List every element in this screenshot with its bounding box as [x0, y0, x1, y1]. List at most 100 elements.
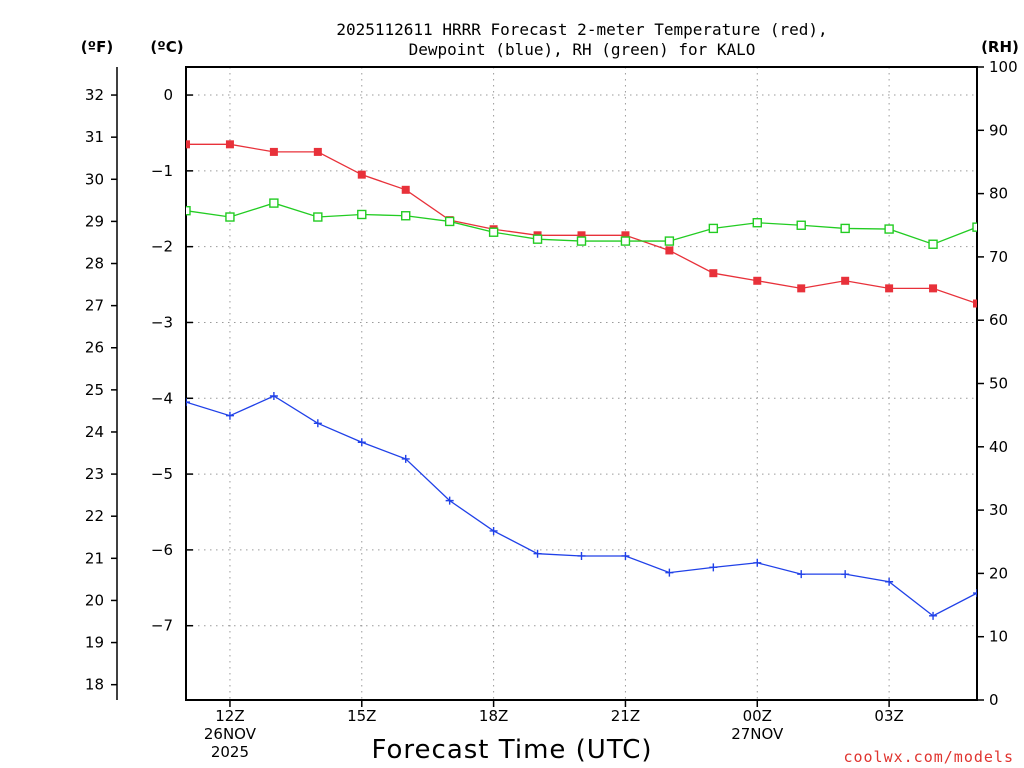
- dewpoint-line: [186, 395, 977, 617]
- rh-point: [532, 234, 543, 244]
- chart-title-line-2: Dewpoint (blue), RH (green) for KALO: [409, 40, 756, 59]
- temperature-point: [709, 269, 718, 278]
- temperature-point: [313, 147, 322, 156]
- rh-point: [269, 198, 279, 208]
- fahrenheit-tick-label: 24: [85, 423, 104, 441]
- rh-unit-label: (RH): [981, 38, 1019, 56]
- x-tick-label: 00Z: [743, 707, 772, 725]
- rh-point: [620, 236, 631, 246]
- rh-point: [972, 222, 977, 232]
- celsius-tick-label: −7: [151, 617, 173, 635]
- rh-point: [401, 211, 411, 221]
- chart-title-line-1: 2025112611 HRRR Forecast 2-meter Tempera…: [336, 20, 827, 39]
- x-tick-label: 15Z: [347, 707, 376, 725]
- temperature-point: [186, 140, 190, 149]
- fahrenheit-tick-label: 26: [85, 339, 104, 357]
- dewpoint-point: [269, 392, 278, 401]
- celsius-tick-label: −6: [151, 541, 173, 559]
- rh-tick-label: 10: [989, 628, 1008, 646]
- dewpoint-point: [709, 563, 718, 572]
- temperature-line: [186, 143, 977, 305]
- fahrenheit-tick-label: 31: [85, 128, 104, 146]
- rh-point: [752, 218, 762, 228]
- series-clip-group: [186, 140, 977, 620]
- dewpoint-point: [841, 570, 850, 579]
- fahrenheit-tick-label: 30: [85, 170, 104, 188]
- dewpoint-point: [929, 611, 938, 620]
- fahrenheit-tick-label: 22: [85, 507, 104, 525]
- dewpoint-point: [313, 419, 322, 428]
- fahrenheit-tick-label: 32: [85, 86, 104, 104]
- rh-point: [664, 236, 675, 246]
- temperature-point: [621, 231, 630, 240]
- grid-lines: [186, 67, 977, 700]
- fahrenheit-tick-label: 28: [85, 255, 104, 273]
- fahrenheit-unit-label: (ºF): [81, 38, 113, 56]
- dewpoint-point: [533, 549, 542, 558]
- temperature-point: [797, 284, 806, 293]
- rh-tick-label: 40: [989, 438, 1008, 456]
- dewpoint-point: [753, 558, 762, 567]
- dewpoint-point: [797, 570, 806, 579]
- rh-point: [576, 236, 587, 246]
- celsius-tick-label: −3: [151, 313, 173, 331]
- plot-frame: [185, 66, 978, 701]
- dewpoint-point: [489, 526, 498, 535]
- fahrenheit-tick-label: 23: [85, 465, 104, 483]
- axes: 0 −1 −2 −3 −4 −5 −6 −7 18 19 20 21 22 23 24 25 26 27 28 29 3…: [85, 58, 1018, 761]
- rh-point: [796, 220, 806, 230]
- temperature-point: [885, 284, 894, 293]
- rh-point: [488, 227, 499, 237]
- dewpoint-point: [665, 568, 674, 577]
- rh-point: [928, 239, 938, 249]
- rh-point: [444, 216, 455, 227]
- dewpoint-point: [186, 398, 190, 407]
- fahrenheit-tick-label: 18: [85, 676, 104, 694]
- dewpoint-point: [401, 454, 410, 463]
- credit-link[interactable]: coolwx.com/models: [843, 748, 1014, 766]
- rh-point: [225, 212, 235, 222]
- x-axis-title: Forecast Time (UTC): [371, 735, 652, 765]
- x-tick-label: 18Z: [479, 707, 508, 725]
- data-series: [186, 140, 977, 620]
- celsius-unit-label: (ºC): [150, 38, 183, 56]
- rh-tick-label: 100: [989, 58, 1018, 76]
- dewpoint-point: [225, 411, 234, 420]
- rh-tick-label: 0: [989, 691, 999, 709]
- temperature-point: [401, 185, 410, 194]
- rh-tick-label: 60: [989, 311, 1008, 329]
- rh-point: [840, 223, 850, 234]
- fahrenheit-tick-label: 21: [85, 549, 104, 567]
- fahrenheit-tick-label: 25: [85, 381, 104, 399]
- rh-point: [884, 224, 894, 234]
- x-tick-label: 2025: [211, 743, 249, 761]
- temperature-point: [841, 276, 850, 285]
- celsius-tick-label: −4: [151, 389, 173, 407]
- rh-tick-label: 70: [989, 248, 1008, 266]
- temperature-point: [577, 231, 586, 240]
- dewpoint-point: [973, 589, 977, 598]
- rh-tick-label: 90: [989, 121, 1008, 139]
- dewpoint-point: [621, 551, 630, 560]
- x-tick-label: 03Z: [874, 707, 903, 725]
- temperature-point: [973, 299, 977, 308]
- temperature-point: [269, 147, 278, 156]
- dewpoint-point: [577, 551, 586, 560]
- rh-tick-label: 50: [989, 375, 1008, 393]
- rh-point: [186, 205, 191, 216]
- dewpoint-point: [445, 496, 454, 505]
- temperature-point: [753, 276, 762, 285]
- celsius-tick-label: 0: [163, 86, 173, 104]
- x-tick-label: 21Z: [611, 707, 640, 725]
- fahrenheit-tick-label: 29: [85, 212, 104, 230]
- rh-tick-label: 20: [989, 564, 1008, 582]
- temperature-point: [929, 284, 938, 293]
- celsius-tick-label: −2: [151, 238, 173, 256]
- fahrenheit-tick-label: 20: [85, 591, 104, 609]
- rh-point: [313, 212, 323, 222]
- fahrenheit-tick-label: 27: [85, 297, 104, 315]
- x-tick-label: 26NOV: [204, 725, 257, 743]
- rh-point: [708, 223, 719, 234]
- fahrenheit-tick-label: 19: [85, 634, 104, 652]
